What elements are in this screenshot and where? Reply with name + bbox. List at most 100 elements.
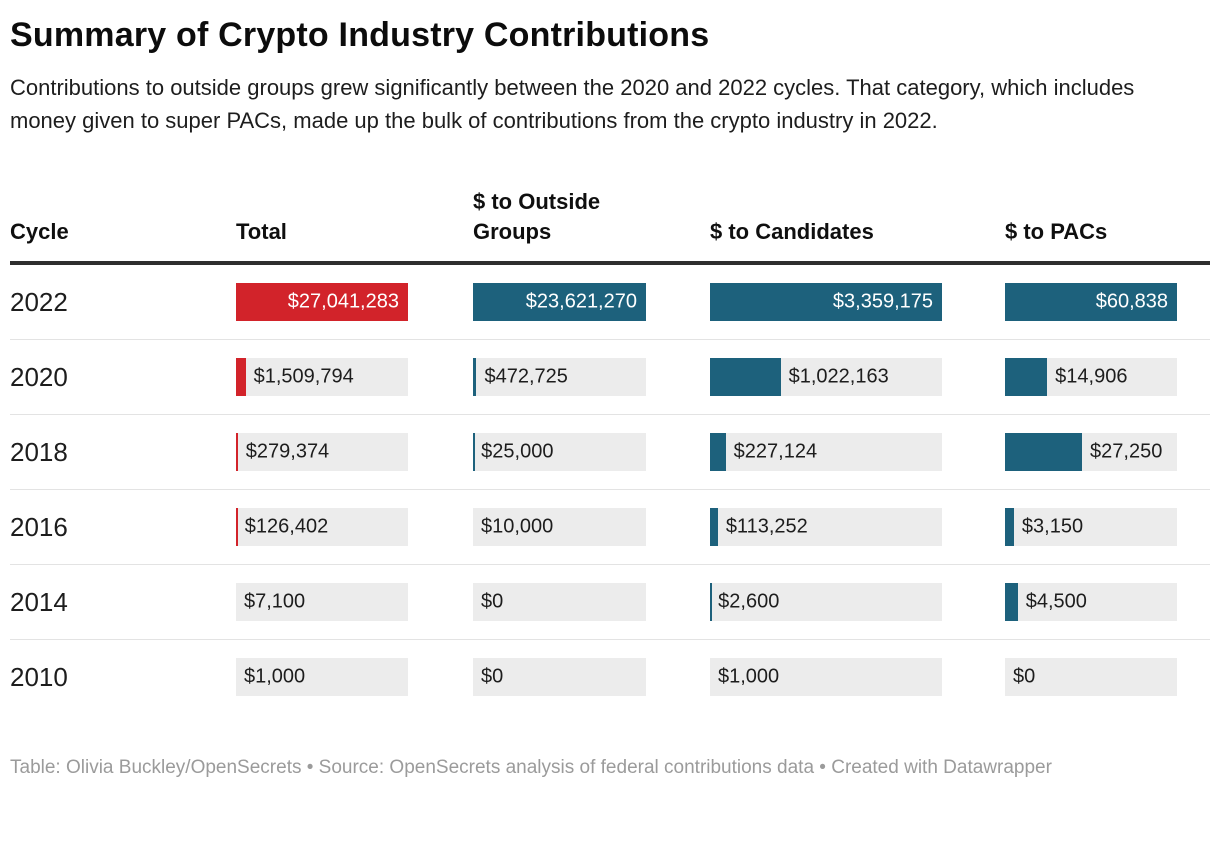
- value-bar: [236, 508, 238, 546]
- bar-track: $227,124: [710, 433, 942, 471]
- bar-track: $1,022,163: [710, 358, 942, 396]
- bar-cell: $0: [473, 658, 710, 696]
- value-label: $113,252: [725, 515, 808, 538]
- cycle-label: 2014: [10, 586, 68, 617]
- bar-cell: $0: [473, 583, 710, 621]
- table-row: 2016 $126,402 $10,000 $113,252 $3,150: [10, 489, 1210, 564]
- bar-cell: $14,906: [1005, 358, 1208, 396]
- cycle-label: 2022: [10, 286, 68, 317]
- column-header-pacs: $ to PACs: [1005, 219, 1108, 244]
- value-label: $0: [481, 665, 504, 688]
- bar-cell: $2,600: [710, 583, 1005, 621]
- bar-track: $113,252: [710, 508, 942, 546]
- value-label: $1,022,163: [788, 365, 889, 388]
- value-bar: [236, 358, 246, 396]
- bar-track: $60,838: [1005, 283, 1177, 321]
- value-bar: [473, 283, 646, 321]
- column-header-cycle: Cycle: [10, 219, 69, 244]
- bar-track: $1,509,794: [236, 358, 408, 396]
- bar-cell: $7,100: [236, 583, 473, 621]
- bar-cell: $3,150: [1005, 508, 1208, 546]
- bar-track: $10,000: [473, 508, 646, 546]
- table-row: 2010 $1,000 $0 $1,000 $0: [10, 639, 1210, 714]
- table-row: 2014 $7,100 $0 $2,600 $4,500: [10, 564, 1210, 639]
- cycle-label: 2020: [10, 361, 68, 392]
- bar-cell: $1,509,794: [236, 358, 473, 396]
- value-bar: [710, 358, 781, 396]
- value-label: $27,250: [1090, 440, 1163, 463]
- value-label: $1,509,794: [253, 365, 354, 388]
- value-label: $27,041,283: [287, 290, 399, 313]
- bar-cell: $27,041,283: [236, 283, 473, 321]
- value-bar: [236, 433, 238, 471]
- cycle-label: 2010: [10, 661, 68, 692]
- value-label: $60,838: [1095, 290, 1168, 313]
- bar-track: $25,000: [473, 433, 646, 471]
- value-bar: [710, 508, 718, 546]
- value-bar: [1005, 358, 1048, 396]
- bar-cell: $25,000: [473, 433, 710, 471]
- attribution-footer: Table: Olivia Buckley/OpenSecrets • Sour…: [10, 757, 1052, 778]
- bar-cell: $113,252: [710, 508, 1005, 546]
- bar-cell: $27,250: [1005, 433, 1208, 471]
- value-label: $4,500: [1025, 590, 1087, 613]
- contributions-table: Cycle Total $ to Outside Groups $ to Can…: [10, 187, 1210, 714]
- value-label: $23,621,270: [525, 290, 637, 313]
- bar-track: $14,906: [1005, 358, 1177, 396]
- column-header-outside-groups: $ to Outside Groups: [473, 189, 601, 244]
- bar-track: $126,402: [236, 508, 408, 546]
- bar-cell: $472,725: [473, 358, 710, 396]
- value-label: $0: [481, 590, 504, 613]
- value-bar: [1005, 583, 1018, 621]
- value-bar: [236, 283, 408, 321]
- value-bar: [1005, 283, 1177, 321]
- bar-cell: $3,359,175: [710, 283, 1005, 321]
- table-row: 2022 $27,041,283 $23,621,270 $3,359,175 $60,…: [10, 265, 1210, 339]
- value-label: $2,600: [718, 590, 780, 613]
- bar-cell: $23,621,270: [473, 283, 710, 321]
- bar-track: $3,150: [1005, 508, 1177, 546]
- value-label: $227,124: [733, 440, 818, 463]
- chart-description: Contributions to outside groups grew sig…: [10, 75, 1135, 133]
- cycle-label: 2016: [10, 511, 68, 542]
- value-bar: [710, 433, 726, 471]
- chart-title: Summary of Crypto Industry Contributions: [10, 16, 710, 54]
- value-label: $126,402: [244, 515, 329, 538]
- column-header-candidates: $ to Candidates: [710, 219, 874, 244]
- bar-cell: $4,500: [1005, 583, 1208, 621]
- value-label: $3,359,175: [832, 290, 933, 313]
- value-label: $1,000: [718, 665, 780, 688]
- bar-cell: $0: [1005, 658, 1208, 696]
- table-body: 2022 $27,041,283 $23,621,270 $3,359,175 $60,…: [10, 265, 1210, 714]
- bar-track: $2,600: [710, 583, 942, 621]
- value-bar: [473, 358, 477, 396]
- value-label: $7,100: [244, 590, 306, 613]
- bar-track: $279,374: [236, 433, 408, 471]
- bar-cell: $10,000: [473, 508, 710, 546]
- column-header-total: Total: [236, 219, 287, 244]
- value-bar: [710, 583, 712, 621]
- table-row: 2020 $1,509,794 $472,725 $1,022,163 $14,906: [10, 339, 1210, 414]
- bar-cell: $1,000: [710, 658, 1005, 696]
- bar-track: $0: [473, 583, 646, 621]
- bar-cell: $1,000: [236, 658, 473, 696]
- bar-track: $0: [1005, 658, 1177, 696]
- bar-cell: $126,402: [236, 508, 473, 546]
- bar-track: $23,621,270: [473, 283, 646, 321]
- value-label: $14,906: [1055, 365, 1128, 388]
- bar-track: $27,250: [1005, 433, 1177, 471]
- value-label: $25,000: [481, 440, 554, 463]
- value-label: $0: [1013, 665, 1036, 688]
- value-label: $279,374: [245, 440, 330, 463]
- bar-track: $4,500: [1005, 583, 1177, 621]
- value-bar: [1005, 508, 1014, 546]
- cycle-label: 2018: [10, 436, 68, 467]
- bar-track: $3,359,175: [710, 283, 942, 321]
- bar-cell: $1,022,163: [710, 358, 1005, 396]
- bar-track: $0: [473, 658, 646, 696]
- value-label: $472,725: [484, 365, 568, 388]
- bar-track: $1,000: [236, 658, 408, 696]
- bar-track: $27,041,283: [236, 283, 408, 321]
- bar-cell: $279,374: [236, 433, 473, 471]
